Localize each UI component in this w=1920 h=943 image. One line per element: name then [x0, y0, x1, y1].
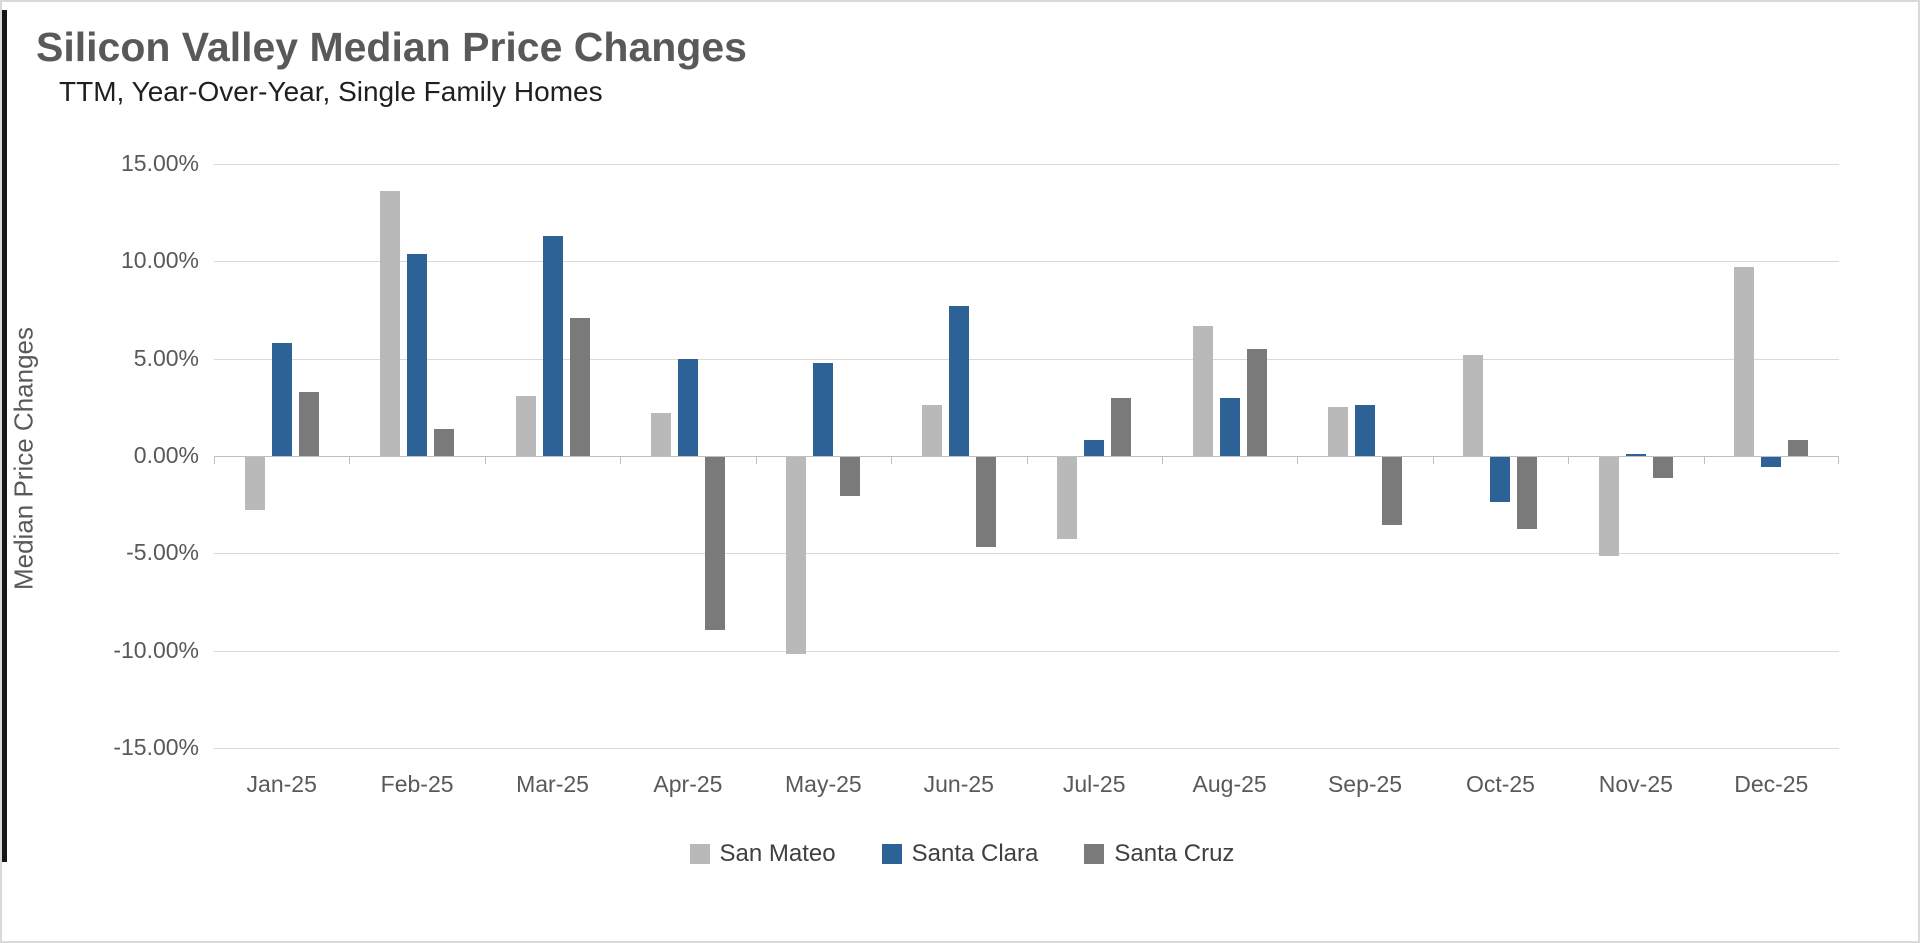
legend-label: Santa Clara [911, 840, 1039, 867]
y-tick-label: 0.00% [133, 442, 199, 468]
legend-item-santa-clara: Santa Clara [881, 840, 1039, 868]
bar-santa-clara-apr-25 [677, 358, 698, 456]
bar-san-mateo-apr-25 [650, 413, 671, 456]
y-axis-title: Median Price Changes [8, 326, 39, 591]
bar-santa-cruz-feb-25 [434, 428, 455, 456]
gridline-10 [214, 261, 1839, 263]
x-tick-label-jan-25: Jan-25 [246, 771, 317, 797]
bar-santa-clara-feb-25 [407, 253, 428, 456]
bar-san-mateo-oct-25 [1463, 354, 1484, 456]
bar-santa-cruz-nov-25 [1652, 457, 1673, 479]
x-tick-label-feb-25: Feb-25 [380, 771, 454, 797]
x-axis-tick [1703, 456, 1705, 464]
legend-label: San Mateo [719, 840, 836, 867]
x-tick-label-aug-25: Aug-25 [1192, 771, 1267, 797]
x-axis-tick [1432, 456, 1434, 464]
gridline--15 [214, 748, 1839, 749]
y-tick-label: -15.00% [113, 734, 199, 760]
bar-san-mateo-feb-25 [380, 191, 401, 456]
x-axis-tick [484, 456, 486, 464]
legend-label: Santa Cruz [1114, 840, 1235, 867]
bar-santa-clara-may-25 [813, 362, 834, 456]
bar-santa-cruz-oct-25 [1517, 457, 1538, 530]
x-axis-tick [891, 456, 893, 464]
y-tick-label: -5.00% [126, 539, 199, 566]
x-tick-label-jun-25: Jun-25 [923, 771, 994, 797]
gridline-5 [214, 358, 1839, 360]
x-axis-tick [1568, 456, 1570, 464]
legend: San Mateo Santa Clara Santa Cruz [2, 840, 1920, 868]
gridline--5 [214, 553, 1839, 555]
bar-san-mateo-sep-25 [1328, 407, 1349, 456]
x-axis-tick [1026, 456, 1028, 464]
y-tick-label: 15.00% [120, 150, 199, 176]
bar-santa-clara-jun-25 [948, 306, 969, 456]
bar-santa-cruz-jan-25 [298, 391, 319, 456]
x-tick-label-apr-25: Apr-25 [653, 771, 723, 797]
bar-santa-cruz-jun-25 [975, 457, 996, 547]
bar-santa-cruz-jul-25 [1111, 397, 1132, 456]
gridline--10 [214, 650, 1839, 652]
plot-area: 15.00% 10.00% 5.00% 0.00% -5.00% -10.00% -15.0… [113, 150, 1839, 797]
bar-santa-cruz-mar-25 [569, 317, 590, 456]
x-tick-label-mar-25: Mar-25 [516, 771, 589, 797]
y-tick-label: 5.00% [133, 344, 199, 371]
legend-item-santa-cruz: Santa Cruz [1084, 840, 1234, 868]
x-axis-tick [214, 456, 215, 464]
legend-swatch-icon [1084, 844, 1105, 864]
bar-santa-clara-jan-25 [271, 343, 292, 456]
bar-santa-cruz-aug-25 [1246, 348, 1267, 456]
bar-santa-clara-jul-25 [1084, 440, 1105, 456]
bar-san-mateo-dec-25 [1734, 267, 1755, 456]
bar-san-mateo-mar-25 [515, 395, 536, 456]
x-tick-label-nov-25: Nov-25 [1598, 771, 1673, 797]
bar-santa-clara-oct-25 [1490, 457, 1511, 502]
bar-santa-cruz-dec-25 [1788, 440, 1809, 456]
bar-san-mateo-jul-25 [1057, 457, 1078, 539]
x-axis-tick [349, 456, 351, 464]
bar-santa-cruz-may-25 [840, 457, 861, 496]
legend-item-san-mateo: San Mateo [689, 840, 836, 868]
bar-san-mateo-jun-25 [921, 405, 942, 456]
x-tick-label-sep-25: Sep-25 [1327, 771, 1403, 797]
bar-santa-clara-aug-25 [1219, 397, 1240, 456]
bar-santa-clara-nov-25 [1625, 454, 1646, 456]
x-axis-tick [1297, 456, 1299, 464]
x-axis-tick [620, 456, 622, 464]
bar-san-mateo-nov-25 [1598, 457, 1619, 557]
y-tick-label: 10.00% [120, 247, 199, 274]
legend-swatch-icon [689, 844, 710, 864]
bar-san-mateo-aug-25 [1192, 325, 1213, 456]
bar-santa-cruz-sep-25 [1382, 457, 1403, 526]
bar-santa-clara-sep-25 [1355, 405, 1376, 456]
x-axis-tick [755, 456, 757, 464]
y-tick-label: -10.00% [113, 636, 199, 663]
chart-subtitle: TTM, Year-Over-Year, Single Family Homes [59, 76, 603, 107]
bar-san-mateo-jan-25 [244, 457, 265, 510]
x-axis-tick [1838, 456, 1839, 464]
x-tick-label-oct-25: Oct-25 [1465, 771, 1535, 797]
bar-santa-cruz-apr-25 [704, 457, 725, 631]
legend-swatch-icon [881, 844, 902, 864]
x-tick-label-jul-25: Jul-25 [1062, 771, 1126, 797]
gridline-15 [214, 164, 1839, 165]
bar-santa-clara-mar-25 [542, 236, 563, 456]
x-tick-label-dec-25: Dec-25 [1734, 771, 1809, 797]
left-edge-strip [2, 10, 7, 862]
chart-title: Silicon Valley Median Price Changes [36, 24, 747, 70]
bar-santa-clara-dec-25 [1761, 457, 1782, 467]
x-axis-tick [1161, 456, 1163, 464]
bar-san-mateo-may-25 [786, 457, 807, 654]
x-tick-label-may-25: May-25 [785, 771, 862, 797]
